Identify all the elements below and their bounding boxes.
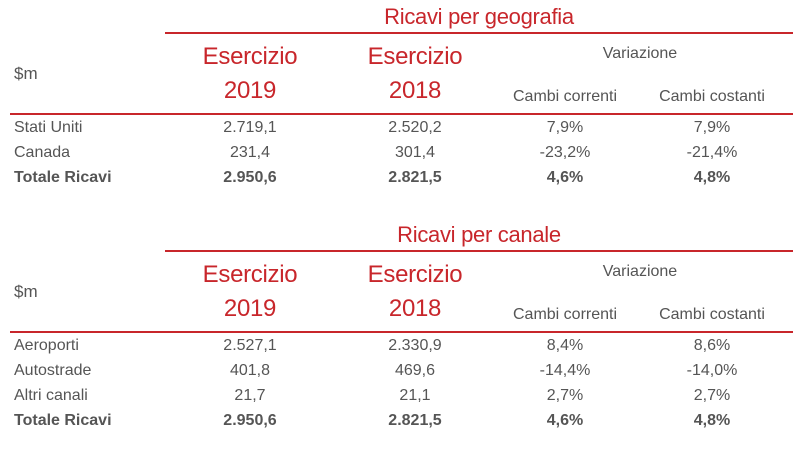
title-divider [165, 250, 793, 252]
table-row: Stati Uniti 2.719,1 2.520,2 7,9% 7,9% [0, 119, 811, 144]
header-divider [10, 113, 793, 115]
table-title: Ricavi per geografia [384, 4, 574, 29]
value-2019: 2.950,6 [223, 412, 277, 429]
table-title: Ricavi per canale [397, 222, 561, 247]
unit-label: $m [14, 282, 38, 301]
current-fx-header: Cambi correnti [512, 306, 618, 323]
header-2018-line1: Esercizio [367, 261, 463, 288]
header-2019-line1: Esercizio [202, 261, 298, 288]
table-row: Aeroporti 2.527,1 2.330,9 8,4% 8,6% [0, 337, 811, 362]
table-row: Canada 231,4 301,4 -23,2% -21,4% [0, 144, 811, 169]
change-current-fx: 2,7% [546, 387, 584, 404]
row-label: Totale Ricavi [14, 412, 112, 429]
title-divider [165, 32, 793, 34]
row-label: Altri canali [14, 387, 88, 404]
row-label: Autostrade [14, 362, 92, 379]
value-2018: 2.821,5 [388, 412, 442, 429]
header-divider [10, 331, 793, 333]
change-constant-fx: -14,0% [686, 362, 738, 379]
header-2018-line2: 2018 [388, 295, 442, 322]
value-2019: 2.950,6 [223, 169, 277, 186]
value-2019: 2.527,1 [223, 337, 277, 354]
row-label: Totale Ricavi [14, 169, 112, 186]
change-constant-fx: 4,8% [693, 169, 731, 186]
header-2019-line2: 2019 [223, 295, 277, 322]
header-2018-line2: 2018 [388, 77, 442, 104]
value-2018: 469,6 [394, 362, 436, 379]
table-row: Autostrade 401,8 469,6 -14,4% -14,0% [0, 362, 811, 387]
variation-header: Variazione [602, 263, 678, 280]
row-label: Stati Uniti [14, 119, 83, 136]
constant-fx-header: Cambi costanti [659, 306, 765, 323]
change-current-fx: -23,2% [539, 144, 591, 161]
value-2018: 2.330,9 [388, 337, 442, 354]
value-2018: 2.821,5 [388, 169, 442, 186]
table-row: Altri canali 21,7 21,1 2,7% 2,7% [0, 387, 811, 412]
value-2018: 2.520,2 [388, 119, 442, 136]
change-current-fx: -14,4% [539, 362, 591, 379]
current-fx-header: Cambi correnti [512, 88, 618, 105]
change-constant-fx: 8,6% [693, 337, 731, 354]
unit-label: $m [14, 64, 38, 83]
total-row: Totale Ricavi 2.950,6 2.821,5 4,6% 4,8% [0, 169, 811, 194]
value-2019: 231,4 [229, 144, 271, 161]
constant-fx-header: Cambi costanti [659, 88, 765, 105]
header-2018-line1: Esercizio [367, 43, 463, 70]
change-current-fx: 8,4% [546, 337, 584, 354]
change-constant-fx: 4,8% [693, 412, 731, 429]
value-2019: 401,8 [229, 362, 271, 379]
header-2019-line2: 2019 [223, 77, 277, 104]
change-current-fx: 7,9% [546, 119, 584, 136]
variation-header: Variazione [602, 45, 678, 62]
change-constant-fx: 2,7% [693, 387, 731, 404]
change-current-fx: 4,6% [546, 412, 584, 429]
change-constant-fx: 7,9% [693, 119, 731, 136]
value-2018: 301,4 [394, 144, 436, 161]
total-row: Totale Ricavi 2.950,6 2.821,5 4,6% 4,8% [0, 412, 811, 437]
header-2019-line1: Esercizio [202, 43, 298, 70]
value-2018: 21,1 [399, 387, 431, 404]
row-label: Aeroporti [14, 337, 79, 354]
row-label: Canada [14, 144, 71, 161]
value-2019: 2.719,1 [223, 119, 277, 136]
change-constant-fx: -21,4% [686, 144, 738, 161]
change-current-fx: 4,6% [546, 169, 584, 186]
value-2019: 21,7 [234, 387, 266, 404]
